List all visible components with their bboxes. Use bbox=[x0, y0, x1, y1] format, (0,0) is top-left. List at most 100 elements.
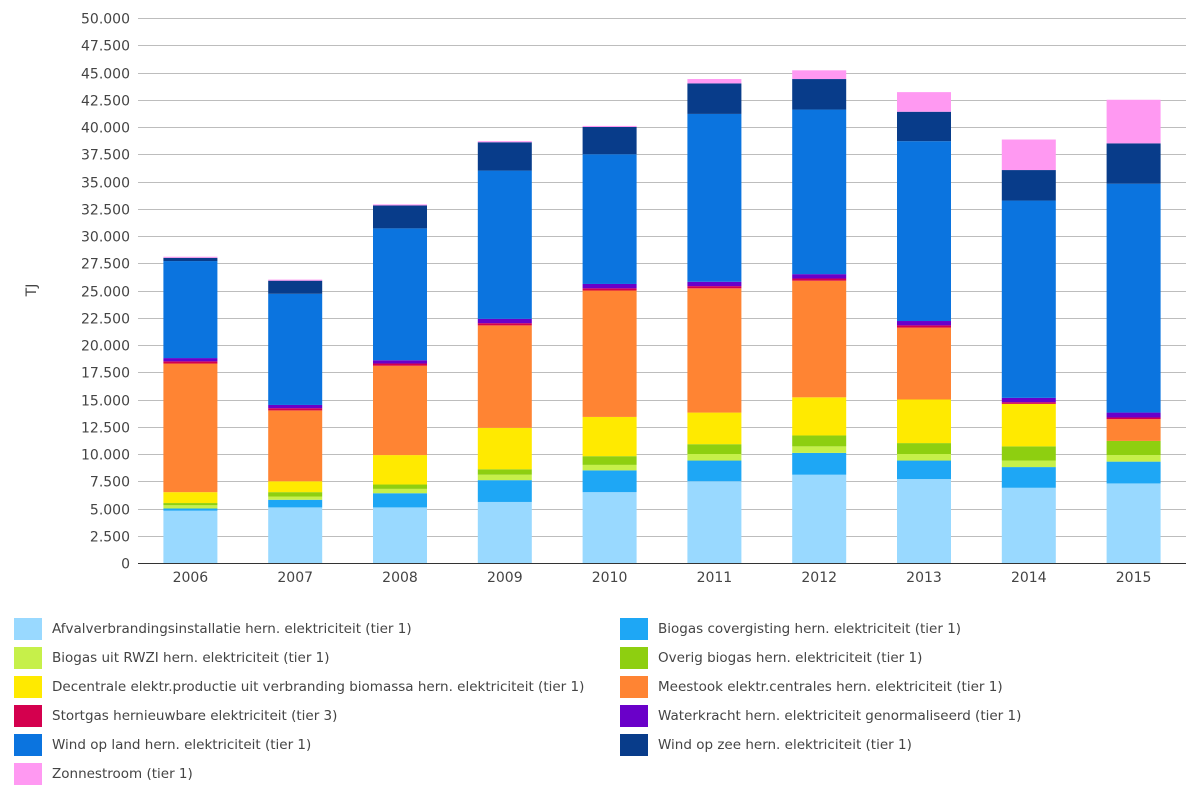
y-tick-label: 7.500 bbox=[90, 475, 130, 491]
y-tick-label: 10.000 bbox=[81, 448, 130, 464]
legend-swatch bbox=[620, 647, 648, 669]
bar-segment bbox=[1001, 402, 1056, 404]
bar-segment bbox=[163, 363, 218, 493]
x-tick-label: 2012 bbox=[801, 570, 837, 586]
legend-swatch bbox=[14, 734, 42, 756]
bar-segment bbox=[582, 492, 637, 563]
y-axis-title: TJ bbox=[24, 284, 40, 298]
bar-segment bbox=[268, 408, 323, 411]
bar-segment bbox=[897, 141, 951, 322]
bar-segment bbox=[1106, 461, 1161, 484]
bar-segment bbox=[1001, 460, 1056, 468]
bar-segment bbox=[582, 290, 637, 417]
y-tick-label: 42.500 bbox=[81, 94, 130, 110]
legend-item: Afvalverbrandingsinstallatie hern. elekt… bbox=[14, 618, 412, 640]
bar-segment bbox=[1001, 139, 1056, 171]
y-axis-tick-labels: 0 2.500 5.000 7.500 10.000 12.500 15.000 17.500… bbox=[81, 12, 130, 573]
bar-segment bbox=[1106, 455, 1161, 462]
bar-segment bbox=[477, 480, 532, 502]
bar-segment bbox=[477, 142, 532, 171]
y-tick-label: 40.000 bbox=[81, 121, 130, 137]
bar-segment bbox=[792, 446, 847, 453]
y-tick-label: 35.000 bbox=[81, 176, 130, 192]
bar-segment bbox=[792, 435, 847, 447]
y-tick-label: 2.500 bbox=[90, 530, 130, 546]
legend-swatch bbox=[14, 705, 42, 727]
y-tick-label: 25.000 bbox=[81, 285, 130, 301]
bar-segment bbox=[582, 288, 637, 291]
y-tick-label: 32.500 bbox=[81, 203, 130, 219]
bar-segment bbox=[1106, 99, 1161, 144]
bar-segment bbox=[163, 508, 218, 511]
bar-segment bbox=[163, 257, 218, 262]
bar-segment bbox=[373, 507, 427, 563]
bar-segment bbox=[373, 484, 427, 489]
x-tick-label: 2014 bbox=[1011, 570, 1047, 586]
bar-segment bbox=[1106, 183, 1161, 413]
bar-segment bbox=[477, 427, 532, 470]
legend-swatch bbox=[620, 705, 648, 727]
bar-segment bbox=[582, 456, 637, 465]
bar-segment bbox=[792, 274, 847, 279]
legend-label: Wind op land hern. elektriciteit (tier 1… bbox=[52, 737, 312, 753]
bar-segment bbox=[897, 327, 951, 400]
bar-segment bbox=[582, 416, 637, 457]
legend-swatch bbox=[620, 676, 648, 698]
bar-segment bbox=[687, 481, 742, 563]
x-tick-label: 2010 bbox=[592, 570, 628, 586]
bar-segment bbox=[792, 474, 847, 563]
bar-segment bbox=[477, 469, 532, 475]
bar-segment bbox=[1001, 467, 1056, 488]
bar-segment bbox=[582, 127, 637, 155]
bar-segment bbox=[582, 125, 637, 127]
y-tick-label: 12.500 bbox=[81, 421, 130, 437]
bar-segment bbox=[792, 79, 847, 110]
legend-label: Biogas uit RWZI hern. elektriciteit (tie… bbox=[52, 650, 330, 666]
legend-item: Biogas uit RWZI hern. elektriciteit (tie… bbox=[14, 647, 330, 669]
bar-segment bbox=[1106, 419, 1161, 441]
legend-item: Stortgas hernieuwbare elektriciteit (tie… bbox=[14, 705, 337, 727]
bar-segment bbox=[268, 280, 323, 294]
legend-label: Biogas covergisting hern. elektriciteit … bbox=[658, 621, 962, 637]
x-tick-label: 2009 bbox=[487, 570, 523, 586]
bar-segment bbox=[1001, 170, 1056, 201]
bar-segment bbox=[268, 481, 323, 493]
bar-segment bbox=[477, 318, 532, 324]
legend-label: Wind op zee hern. elektriciteit (tier 1) bbox=[658, 737, 912, 753]
y-tick-label: 27.500 bbox=[81, 257, 130, 273]
y-tick-label: 0 bbox=[121, 557, 130, 573]
x-tick-label: 2006 bbox=[173, 570, 209, 586]
bar-segment bbox=[477, 474, 532, 481]
bar-segment bbox=[897, 325, 951, 328]
bar-segment bbox=[897, 454, 951, 461]
bar-segment bbox=[1106, 417, 1161, 420]
bar-segment bbox=[268, 496, 323, 500]
bar-segment bbox=[687, 286, 742, 289]
bar-segment bbox=[268, 499, 323, 508]
legend-swatch bbox=[14, 763, 42, 785]
bar-segment bbox=[897, 321, 951, 326]
bar-segment bbox=[897, 443, 951, 454]
bar-segment bbox=[163, 361, 218, 364]
bar-segment bbox=[687, 79, 742, 84]
bar-segment bbox=[792, 278, 847, 281]
legend-label: Decentrale elektr.productie uit verbrand… bbox=[52, 679, 585, 695]
legend-item: Meestook elektr.centrales hern. elektric… bbox=[620, 676, 1003, 698]
bar-segment bbox=[373, 204, 427, 206]
bar-segment bbox=[582, 283, 637, 289]
bar-segment bbox=[687, 281, 742, 287]
legend-swatch bbox=[620, 618, 648, 640]
bar-segment bbox=[163, 358, 218, 362]
bar-segment bbox=[1106, 412, 1161, 418]
x-tick-label: 2008 bbox=[382, 570, 418, 586]
bar-segment bbox=[268, 404, 323, 409]
bar-segment bbox=[1106, 440, 1161, 456]
legend-label: Afvalverbrandingsinstallatie hern. elekt… bbox=[52, 621, 412, 637]
bar-segment bbox=[373, 455, 427, 485]
x-tick-label: 2013 bbox=[906, 570, 942, 586]
y-tick-label: 20.000 bbox=[81, 339, 130, 355]
legend-item: Wind op zee hern. elektriciteit (tier 1) bbox=[620, 734, 912, 756]
legend-label: Zonnestroom (tier 1) bbox=[52, 766, 193, 782]
y-tick-label: 47.500 bbox=[81, 39, 130, 55]
bar-segment bbox=[792, 280, 847, 398]
